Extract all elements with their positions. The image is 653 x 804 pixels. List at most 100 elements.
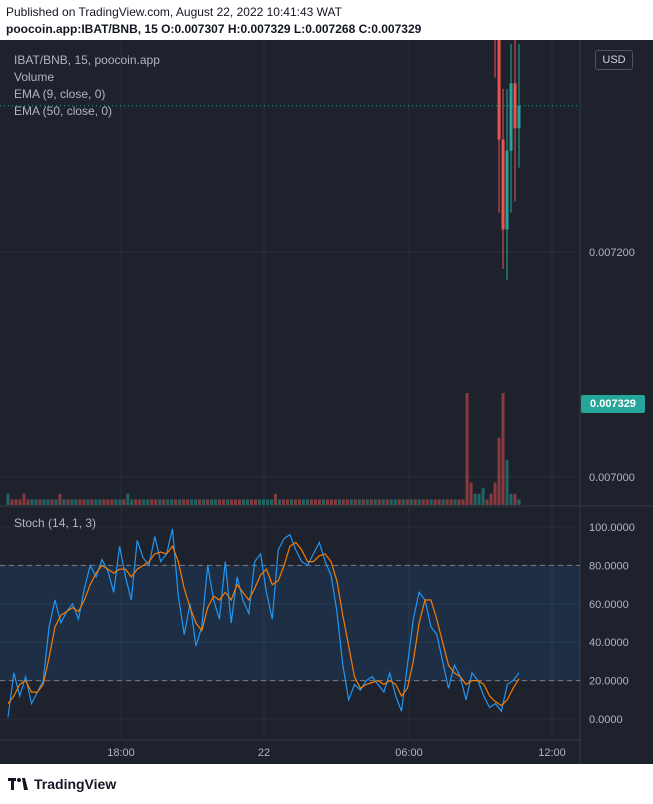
volume-bar [254,499,258,505]
volume-bar [365,499,369,505]
volume-bar [381,499,385,505]
volume-bar [421,499,425,505]
volume-bar [393,499,397,505]
volume-bar [405,499,409,505]
volume-bar [214,499,218,505]
time-tick-label: 06:00 [395,747,423,759]
volume-bar [513,493,517,505]
volume-bar [218,499,222,505]
volume-bar [230,499,234,505]
volume-bar [186,499,190,505]
volume-bar [349,499,353,505]
volume-bar [98,499,102,505]
tradingview-logo-text: TradingView [34,776,117,792]
volume-bar [222,499,226,505]
stoch-tick-label: 40.0000 [589,637,629,649]
volume-bar [353,499,357,505]
candle-body [517,105,521,129]
volume-bar [345,499,349,505]
stoch-tick-label: 0.0000 [589,714,623,726]
volume-bar [190,499,194,505]
volume-bar [146,499,150,505]
time-tick-label: 18:00 [107,747,135,759]
volume-bar [150,499,154,505]
volume-bar [457,499,461,505]
candle-body [497,40,501,140]
volume-bar [50,499,54,505]
currency-button[interactable]: USD [595,50,633,70]
volume-bar [198,499,202,505]
volume-bar [66,499,70,505]
volume-bar [313,499,317,505]
volume-bar [297,499,301,505]
volume-bar [485,499,489,505]
volume-bar [234,499,238,505]
legend-symbol: IBAT/BNB, 15, poocoin.app [14,53,160,67]
volume-bar [449,499,453,505]
volume-bar [10,499,14,505]
volume-bar [481,488,485,505]
volume-bar [269,499,273,505]
volume-bar [238,499,242,505]
volume-bar [90,499,94,505]
volume-bar [78,499,82,505]
volume-bar [154,499,158,505]
volume-bar [34,499,38,505]
volume-bar [22,493,26,505]
symbol-ohlc-line: poocoin.app:IBAT/BNB, 15 O:0.007307 H:0.… [6,22,422,36]
volume-bar [102,499,106,505]
volume-bar [246,499,250,505]
last-price-label: 0.007329 [581,395,645,413]
volume-bar [18,499,22,505]
candle-body [505,150,509,230]
volume-bar [389,499,393,505]
legend-ema50: EMA (50, close, 0) [14,104,113,118]
volume-bar [42,499,46,505]
volume-bar [301,499,305,505]
volume-bar [433,499,437,505]
volume-bar [369,499,373,505]
volume-bar [409,499,413,505]
volume-bar [469,482,473,505]
price-tick-label: 0.007000 [589,472,635,484]
volume-bar [401,499,405,505]
stoch-k-line [7,528,520,718]
volume-bar [250,499,254,505]
tradingview-logo[interactable]: TradingView [8,776,116,792]
volume-bar [26,499,30,505]
legend-stoch: Stoch (14, 1, 3) [14,516,97,530]
chart-canvas[interactable]: 0.0070000.0072000.0074000.0076000.007800… [0,40,653,764]
volume-bar [501,393,505,505]
volume-bar [509,493,513,505]
volume-bar [285,499,289,505]
price-tick-label: 0.007200 [589,247,635,259]
volume-bar [453,499,457,505]
volume-bar [158,499,162,505]
legend-ema9: EMA (9, close, 0) [14,87,106,101]
volume-bar [281,499,285,505]
volume-bar [94,499,98,505]
chart-area[interactable]: 0.0070000.0072000.0074000.0076000.007800… [0,40,653,764]
volume-bar [493,482,497,505]
volume-bar [206,499,210,505]
volume-bar [46,499,50,505]
volume-bar [182,499,186,505]
volume-bar [461,499,465,505]
stoch-tick-label: 60.0000 [589,599,629,611]
volume-bar [377,499,381,505]
volume-bar [437,499,441,505]
volume-bar [441,499,445,505]
stoch-band [0,565,580,681]
volume-bar [62,499,66,505]
volume-bar [321,499,325,505]
volume-bar [30,499,34,505]
stoch-tick-label: 20.0000 [589,676,629,688]
volume-bar [397,499,401,505]
tradingview-logo-icon [8,778,28,790]
volume-bar [429,499,433,505]
volume-bar [333,499,337,505]
volume-bar [174,499,178,505]
volume-bar [54,499,58,505]
volume-bar [110,499,114,505]
volume-bar [265,499,269,505]
